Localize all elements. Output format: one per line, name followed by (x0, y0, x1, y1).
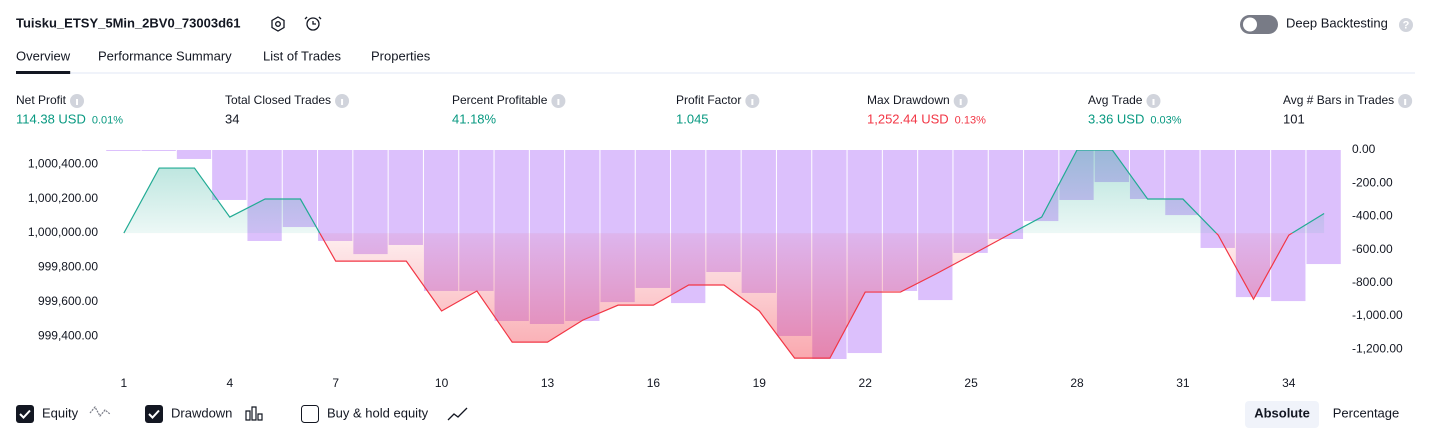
info-icon-mark (1404, 99, 1407, 105)
metric-percent: 0.13% (955, 114, 986, 126)
y2-tick-label: -1,200.00 (1352, 341, 1403, 355)
help-icon[interactable]: ? (1399, 18, 1413, 32)
metric-label: Net Profit (16, 93, 67, 107)
absolute-button-bg (1245, 401, 1319, 428)
tab[interactable]: Overview (16, 48, 71, 63)
y2-tick-label: -400.00 (1352, 209, 1393, 223)
percentage-button[interactable]: Percentage (1333, 405, 1400, 420)
x-tick-label: 19 (753, 376, 767, 390)
metric-label: Percent Profitable (452, 93, 548, 107)
drawdown-bar (988, 150, 1024, 239)
legend-drawdown: Drawdown (171, 405, 232, 420)
x-tick-label: 16 (647, 376, 661, 390)
deep-backtesting-toggle[interactable] (1240, 15, 1278, 34)
metric-value: 34 (225, 111, 239, 126)
drawdown-bar (1271, 150, 1306, 302)
metric-value: 1.045 (676, 111, 709, 126)
x-tick-label: 10 (435, 376, 449, 390)
drawdown-bar (106, 150, 141, 151)
metric-percent: 0.03% (1150, 114, 1181, 126)
active-tab-underline (16, 71, 71, 74)
legend-equity: Equity (42, 405, 79, 420)
equity-icon (89, 405, 111, 418)
drawdown-bar (388, 150, 423, 245)
buy-hold-checkbox[interactable] (301, 405, 319, 423)
drawdown-bar (212, 150, 247, 200)
tab[interactable]: Properties (371, 48, 431, 63)
y-tick-label: 999,800.00 (38, 260, 98, 274)
x-tick-label: 7 (332, 376, 339, 390)
tab[interactable]: List of Trades (263, 48, 342, 63)
equity-checkbox[interactable] (16, 405, 34, 423)
x-tick-label: 25 (964, 376, 978, 390)
drawdown-bar (318, 150, 353, 241)
info-icon-mark (557, 99, 560, 105)
metric-label: Avg # Bars in Trades (1283, 93, 1394, 107)
svg-text:?: ? (1403, 19, 1410, 31)
info-icon-mark (1152, 99, 1155, 105)
x-tick-label: 13 (541, 376, 555, 390)
drawdown-icon (245, 406, 263, 421)
equity-line-positive (123, 150, 1325, 234)
equity-area-positive (123, 150, 1325, 234)
y-tick-label: 1,000,000.00 (28, 225, 98, 239)
info-icon-mark (959, 99, 962, 105)
metric-value: 3.36 USD (1088, 111, 1144, 126)
y-tick-label: 1,000,400.00 (28, 156, 98, 170)
drawdown-bar (141, 150, 176, 151)
tab[interactable]: Performance Summary (98, 48, 232, 63)
strategy-title: Tuisku_ETSY_5Min_2BV0_73003d61 (16, 15, 241, 30)
x-tick-label: 34 (1282, 376, 1296, 390)
info-icon-mark (76, 99, 79, 105)
absolute-button[interactable]: Absolute (1254, 405, 1310, 420)
y-tick-label: 1,000,200.00 (28, 191, 98, 205)
y2-tick-label: -1,000.00 (1352, 308, 1403, 322)
x-tick-label: 28 (1070, 376, 1084, 390)
equity-area-negative (319, 233, 1293, 359)
metric-value: 41.18% (452, 111, 497, 126)
drawdown-checkbox[interactable] (145, 405, 163, 423)
info-icon-mark (751, 99, 754, 105)
legend-buy-hold: Buy & hold equity (327, 405, 429, 420)
info-icon-mark (341, 99, 344, 105)
metric-label: Avg Trade (1088, 93, 1143, 107)
metric-value: 101 (1283, 111, 1305, 126)
x-tick-label: 31 (1176, 376, 1190, 390)
tab-divider (16, 72, 1415, 74)
y-tick-label: 999,600.00 (38, 294, 98, 308)
y-tick-label: 999,400.00 (38, 328, 98, 342)
metric-value: 1,252.44 USD (867, 111, 949, 126)
alert-icon[interactable] (304, 16, 322, 31)
y2-tick-label: -200.00 (1352, 175, 1393, 189)
y2-tick-label: 0.00 (1352, 142, 1376, 156)
metric-label: Total Closed Trades (225, 93, 331, 107)
drawdown-bar (176, 150, 212, 159)
metric-value: 114.38 USD (16, 111, 86, 126)
buy-hold-icon (447, 407, 468, 421)
settings-icon[interactable] (271, 16, 285, 32)
equity-line-negative (123, 233, 1294, 359)
drawdown-bar (1306, 150, 1341, 265)
deep-backtesting-label: Deep Backtesting (1286, 15, 1388, 30)
y2-tick-label: -800.00 (1352, 275, 1393, 289)
metric-label: Profit Factor (676, 93, 741, 107)
metric-label: Max Drawdown (867, 93, 950, 107)
y2-tick-label: -600.00 (1352, 242, 1393, 256)
x-tick-label: 4 (226, 376, 233, 390)
metric-percent: 0.01% (92, 114, 123, 126)
x-tick-label: 1 (121, 376, 128, 390)
x-tick-label: 22 (859, 376, 873, 390)
